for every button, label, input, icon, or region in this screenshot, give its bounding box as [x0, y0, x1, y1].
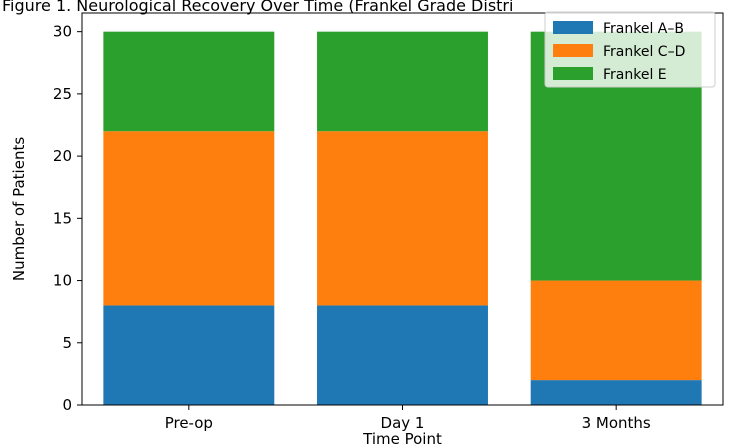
y-axis-label: Number of Patients — [10, 137, 28, 281]
bar-pre-op-series-0 — [103, 305, 275, 405]
x-axis: Pre-op Day 1 3 Months — [165, 405, 651, 432]
y-tick-label: 0 — [62, 396, 72, 414]
y-tick-label: 30 — [53, 23, 72, 41]
y-tick-label: 10 — [53, 272, 72, 290]
legend-swatch — [553, 67, 593, 80]
bar-day-1-series-0 — [317, 305, 488, 405]
bars — [103, 31, 702, 405]
x-tick-label: 3 Months — [582, 414, 651, 432]
bar-day-1-series-2 — [317, 31, 488, 132]
y-tick-label: 15 — [53, 209, 72, 227]
bar-3-months-series-1 — [530, 280, 702, 381]
x-axis-label: Time Point — [362, 430, 442, 448]
bar-day-1-series-1 — [317, 131, 488, 306]
y-tick-label: 5 — [62, 334, 72, 352]
legend-swatch — [553, 21, 593, 34]
bar-3-months-series-0 — [530, 380, 702, 405]
y-axis: 0 5 10 15 20 25 30 — [53, 23, 82, 414]
y-tick-label: 25 — [53, 85, 72, 103]
legend-swatch — [553, 44, 593, 57]
legend-label: Frankel C–D — [603, 44, 685, 60]
x-tick-label: Pre-op — [165, 414, 213, 432]
y-tick-label: 20 — [53, 147, 72, 165]
chart-title: Figure 1. Neurological Recovery Over Tim… — [2, 0, 513, 15]
legend-label: Frankel A–B — [603, 21, 684, 37]
legend-label: Frankel E — [603, 67, 667, 83]
bar-pre-op-series-1 — [103, 131, 275, 306]
x-tick-label: Day 1 — [381, 414, 425, 432]
legend: Frankel A–B Frankel C–D Frankel E — [544, 11, 716, 88]
bar-pre-op-series-2 — [103, 31, 275, 132]
